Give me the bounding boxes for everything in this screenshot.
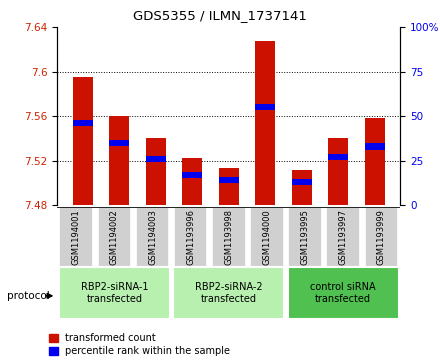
Bar bbox=[146, 156, 166, 162]
Text: GSM1193999: GSM1193999 bbox=[377, 209, 386, 265]
Bar bbox=[365, 143, 385, 150]
Bar bbox=[73, 77, 93, 205]
Bar bbox=[287, 267, 399, 319]
Legend: transformed count, percentile rank within the sample: transformed count, percentile rank withi… bbox=[49, 333, 231, 356]
Bar bbox=[59, 207, 93, 267]
Bar bbox=[328, 138, 348, 205]
Text: GSM1193996: GSM1193996 bbox=[186, 209, 195, 265]
Bar bbox=[109, 116, 129, 205]
Bar bbox=[292, 170, 312, 205]
Bar bbox=[255, 41, 275, 205]
Bar bbox=[212, 207, 246, 267]
Bar bbox=[219, 168, 239, 205]
Text: GSM1194001: GSM1194001 bbox=[72, 209, 81, 265]
Bar bbox=[182, 158, 202, 205]
Bar bbox=[73, 120, 93, 126]
Bar bbox=[328, 154, 348, 160]
Bar bbox=[219, 177, 239, 183]
Bar bbox=[146, 138, 166, 205]
Bar bbox=[174, 207, 207, 267]
Text: GSM1193997: GSM1193997 bbox=[339, 209, 348, 265]
Bar bbox=[173, 267, 285, 319]
Bar bbox=[288, 207, 322, 267]
Text: GSM1193998: GSM1193998 bbox=[224, 209, 233, 265]
Text: control siRNA
transfected: control siRNA transfected bbox=[310, 282, 376, 304]
Text: protocol: protocol bbox=[7, 291, 49, 301]
Bar bbox=[326, 207, 360, 267]
Bar bbox=[182, 172, 202, 178]
Text: RBP2-siRNA-1
transfected: RBP2-siRNA-1 transfected bbox=[81, 282, 148, 304]
Bar bbox=[250, 207, 284, 267]
Text: GSM1193995: GSM1193995 bbox=[301, 209, 310, 265]
Bar bbox=[365, 118, 385, 205]
Bar bbox=[59, 267, 170, 319]
Bar bbox=[365, 207, 398, 267]
Bar bbox=[136, 207, 169, 267]
Bar bbox=[109, 140, 129, 146]
Bar bbox=[98, 207, 131, 267]
Text: GSM1194000: GSM1194000 bbox=[262, 209, 271, 265]
Text: RBP2-siRNA-2
transfected: RBP2-siRNA-2 transfected bbox=[195, 282, 263, 304]
Text: GDS5355 / ILMN_1737141: GDS5355 / ILMN_1737141 bbox=[133, 9, 307, 22]
Text: GSM1194003: GSM1194003 bbox=[148, 209, 157, 265]
Bar bbox=[255, 104, 275, 110]
Bar bbox=[292, 179, 312, 185]
Text: GSM1194002: GSM1194002 bbox=[110, 209, 119, 265]
